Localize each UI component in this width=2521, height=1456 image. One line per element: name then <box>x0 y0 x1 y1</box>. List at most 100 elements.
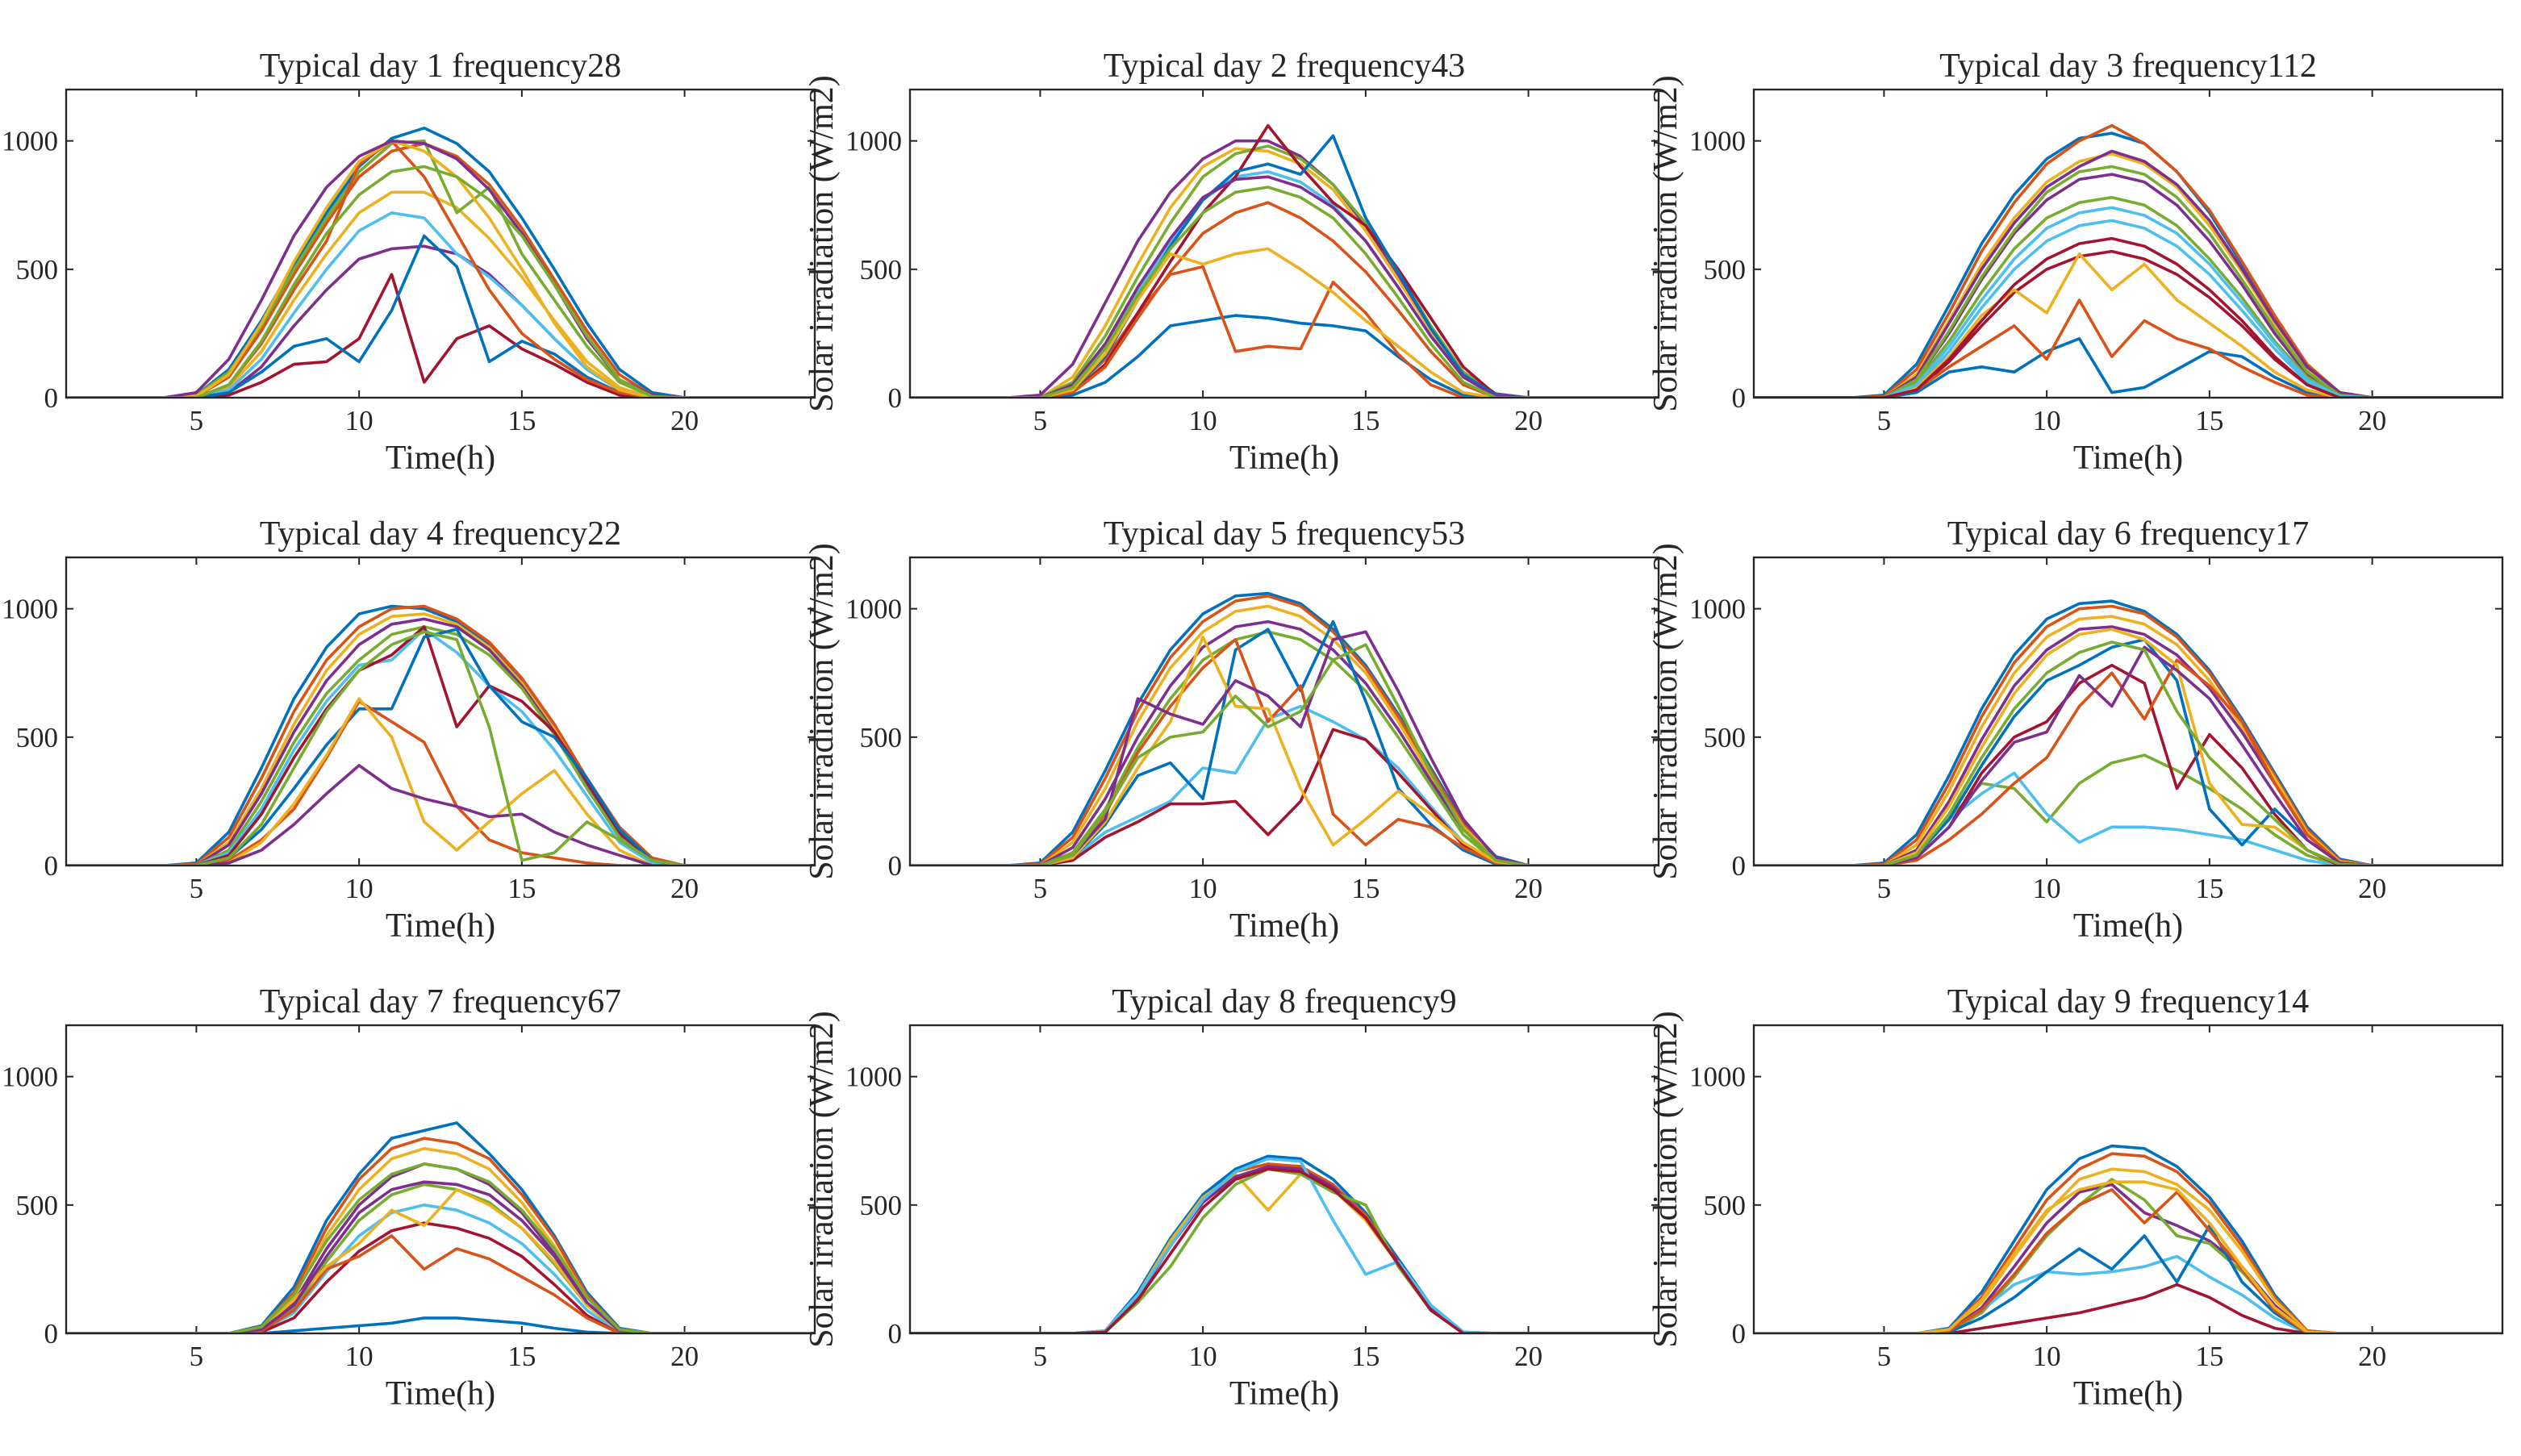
panel-8: Typical day 8 frequency9 5 10 15 20 0 500 1000 T… <box>803 983 1660 1412</box>
y-tick-label: 1000 <box>1689 594 1746 625</box>
y-tick-label: 1000 <box>845 594 902 625</box>
y-axis-label: Solar irradiation (W/m2) <box>1647 1011 1684 1348</box>
plot-border <box>908 88 1660 399</box>
series-line-12 <box>66 165 815 398</box>
y-tick-label: 500 <box>1704 254 1747 286</box>
x-tick-label: 20 <box>2358 405 2386 436</box>
series-line-3 <box>66 190 815 398</box>
panel-7: Typical day 7 frequency67 5 10 15 20 0 500 1000… <box>2 983 816 1412</box>
series-line-9 <box>1754 658 2502 866</box>
panel-2: Typical day 2 frequency43 5 10 15 20 0 500 1000… <box>803 48 1660 477</box>
series-line-4 <box>1754 625 2502 866</box>
series-line-10 <box>66 1187 815 1333</box>
plot-border <box>908 1024 1660 1335</box>
panel-title: Typical day 8 frequency9 <box>1112 983 1456 1020</box>
series-line-9 <box>66 139 815 398</box>
y-tick-label: 500 <box>860 722 903 753</box>
series-line-7 <box>910 728 1659 866</box>
x-axis-label: Time(h) <box>1229 907 1339 945</box>
series-line-2 <box>1754 1152 2502 1333</box>
plot-border <box>1752 1024 2504 1335</box>
panel-title: Typical day 9 frequency14 <box>1947 983 2309 1020</box>
series-line-6 <box>66 211 815 398</box>
series-line-8 <box>66 628 815 866</box>
y-tick-label: 500 <box>16 254 59 286</box>
series-line-5 <box>1754 1178 2502 1333</box>
x-tick-label: 5 <box>1033 1341 1048 1372</box>
series-line-13 <box>1754 206 2502 398</box>
y-tick-label: 1000 <box>845 1062 902 1093</box>
x-tick-label: 10 <box>2033 873 2061 904</box>
x-tick-label: 15 <box>2195 1341 2223 1372</box>
x-axis-label: Time(h) <box>1229 440 1339 477</box>
series-line-7 <box>66 1221 815 1333</box>
x-tick-label: 15 <box>2195 873 2223 904</box>
series-line-5 <box>66 1183 815 1333</box>
x-tick-label: 15 <box>507 873 536 904</box>
y-tick-label: 1000 <box>1689 1062 1746 1093</box>
series-line-3 <box>1754 1167 2502 1333</box>
x-tick-label: 5 <box>1877 1341 1892 1372</box>
series-line-9 <box>910 638 1659 866</box>
series-group <box>1754 1144 2502 1333</box>
series-line-3 <box>910 1172 1659 1333</box>
y-tick-label: 500 <box>1704 1190 1747 1221</box>
x-tick-label: 5 <box>190 873 204 904</box>
x-axis-label: Time(h) <box>1229 1375 1339 1412</box>
series-line-4 <box>1754 1183 2502 1333</box>
x-tick-label: 20 <box>1514 405 1542 436</box>
series-line-6 <box>1754 219 2502 398</box>
panel-title: Typical day 3 frequency112 <box>1939 48 2317 85</box>
series-line-8 <box>910 620 1659 866</box>
panel-4: Typical day 4 frequency22 5 10 15 20 0 500 1000… <box>2 515 816 945</box>
x-tick-label: 10 <box>345 873 374 904</box>
series-line-11 <box>910 630 1659 866</box>
x-axis-label: Time(h) <box>2073 440 2183 477</box>
plot-area <box>1752 1024 2504 1335</box>
x-tick-label: 20 <box>2358 1341 2386 1372</box>
x-axis-label: Time(h) <box>2073 1375 2183 1412</box>
series-line-11 <box>1754 149 2502 398</box>
x-tick-label: 20 <box>670 1341 699 1372</box>
y-tick-label: 0 <box>888 1318 903 1350</box>
series-line-12 <box>66 630 815 866</box>
x-tick-label: 15 <box>2195 405 2223 436</box>
series-line-1 <box>1754 1144 2502 1333</box>
series-line-12 <box>910 643 1659 866</box>
y-tick-label: 0 <box>44 850 59 882</box>
series-line-3 <box>910 147 1659 398</box>
x-tick-label: 10 <box>2033 405 2061 436</box>
panel-3: Typical day 3 frequency112 5 10 15 20 0 500 100… <box>1647 48 2504 477</box>
series-line-7 <box>66 273 815 398</box>
series-line-8 <box>1754 336 2502 398</box>
y-tick-label: 0 <box>44 1318 59 1350</box>
series-line-5 <box>1754 753 2502 866</box>
series-line-6 <box>1754 1254 2502 1333</box>
series-line-10 <box>910 247 1659 398</box>
series-line-6 <box>66 628 815 866</box>
series-group <box>66 1121 815 1333</box>
series-line-1 <box>910 1154 1659 1333</box>
x-tick-label: 15 <box>1351 405 1379 436</box>
panel-title: Typical day 7 frequency67 <box>260 983 621 1020</box>
x-tick-label: 20 <box>670 873 699 904</box>
series-line-5 <box>910 630 1659 866</box>
panel-title: Typical day 6 frequency17 <box>1947 515 2309 553</box>
series-line-12 <box>66 1162 815 1333</box>
x-tick-label: 15 <box>507 405 536 436</box>
y-tick-label: 0 <box>1732 850 1747 882</box>
series-line-3 <box>910 604 1659 866</box>
series-line-11 <box>910 175 1659 398</box>
series-line-7 <box>1754 1283 2502 1333</box>
y-tick-label: 0 <box>44 382 59 414</box>
series-line-3 <box>66 1147 815 1333</box>
x-tick-label: 5 <box>1033 405 1048 436</box>
series-line-9 <box>66 1234 815 1333</box>
series-group <box>66 604 815 866</box>
series-line-4 <box>1754 173 2502 398</box>
y-tick-label: 500 <box>16 1190 59 1221</box>
y-axis-label: Solar irradiation (W/m2) <box>803 75 841 412</box>
panel-title: Typical day 5 frequency53 <box>1104 515 1465 553</box>
series-line-7 <box>910 1167 1659 1333</box>
x-tick-label: 10 <box>2033 1341 2061 1372</box>
